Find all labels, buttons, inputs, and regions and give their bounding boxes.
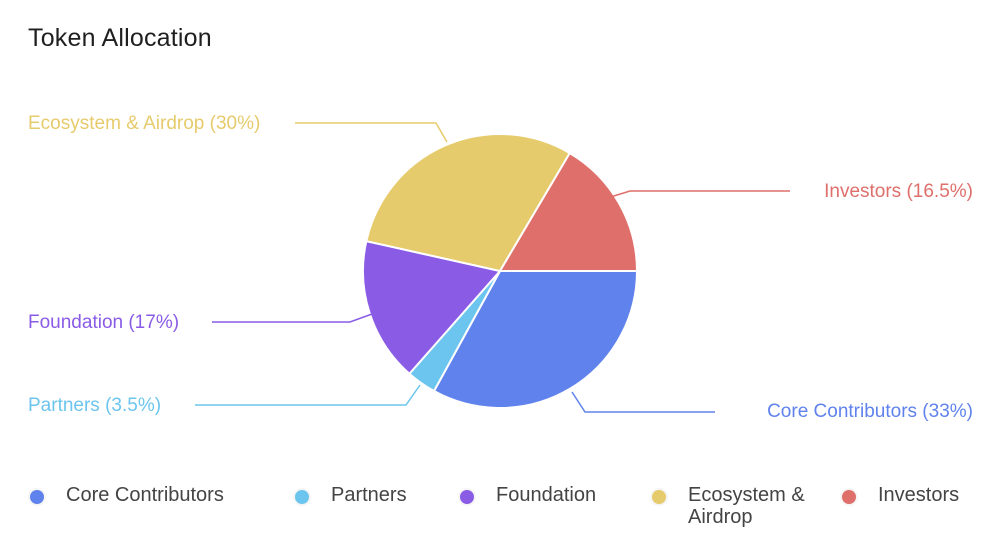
legend-dot xyxy=(295,490,309,504)
pie-slice-ecosystem-airdrop[interactable] xyxy=(365,133,572,273)
legend-item-ecosystem-airdrop[interactable]: Ecosystem & Airdrop xyxy=(652,484,828,528)
leader-line xyxy=(212,313,373,323)
slice-label: Foundation (17%) xyxy=(28,312,179,333)
legend-label: Investors xyxy=(878,484,960,506)
legend-label: Core Contributors xyxy=(66,484,224,506)
legend-dot xyxy=(30,490,44,504)
slice-label: Core Contributors (33%) xyxy=(767,401,973,422)
pie-slice-investors[interactable] xyxy=(498,151,639,272)
pie-slices xyxy=(362,133,639,409)
leader-line xyxy=(195,384,421,406)
legend-item-foundation[interactable]: Foundation xyxy=(460,484,596,506)
leader-line xyxy=(603,190,790,200)
slice-label: Ecosystem & Airdrop (30%) xyxy=(28,113,260,134)
legend-dot xyxy=(842,490,856,504)
pie-slice-core-contributors[interactable] xyxy=(432,270,639,409)
legend-item-investors[interactable]: Investors xyxy=(842,484,959,506)
leader-line xyxy=(571,391,715,413)
legend-label: Foundation xyxy=(496,484,597,506)
legend-item-partners[interactable]: Partners xyxy=(295,484,407,506)
legend-label: Partners xyxy=(331,484,407,506)
leader-line xyxy=(295,122,448,143)
legend-item-core-contributors[interactable]: Core Contributors xyxy=(30,484,224,506)
chart-title: Token Allocation xyxy=(28,24,212,52)
legend: Core Contributors Partners Foundation Ec… xyxy=(30,484,990,534)
legend-label: Ecosystem & Airdrop xyxy=(688,484,805,528)
legend-dot xyxy=(652,490,666,504)
slice-labels: Core Contributors (33%) Partners (3.5%) Fo… xyxy=(28,113,973,422)
legend-dot xyxy=(460,490,474,504)
slice-label: Investors (16.5%) xyxy=(824,181,973,202)
label-leader-lines xyxy=(195,122,790,413)
slice-label: Partners (3.5%) xyxy=(28,395,161,416)
pie-slice-foundation[interactable] xyxy=(362,239,502,376)
